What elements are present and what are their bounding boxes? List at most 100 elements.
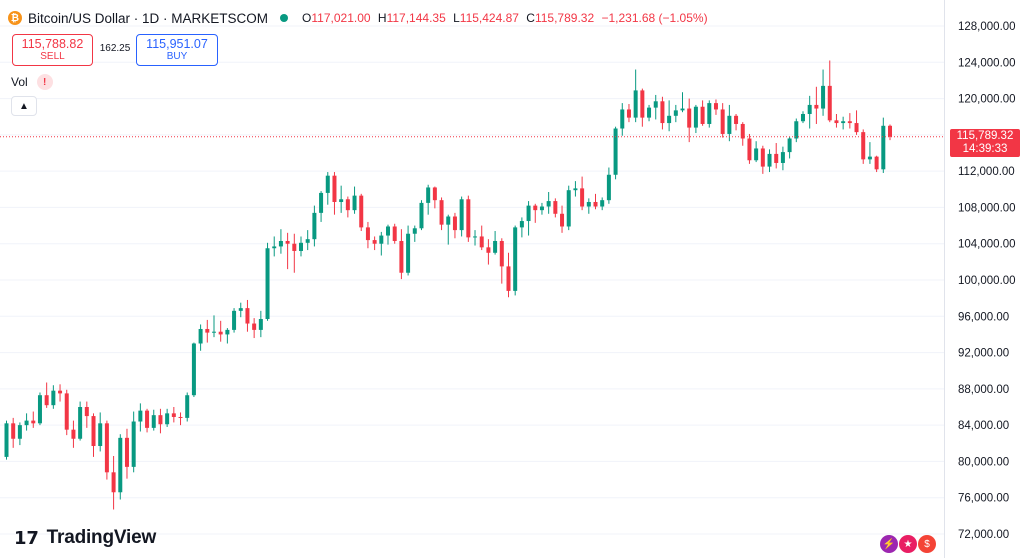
candle-body bbox=[493, 240, 498, 253]
candle-body bbox=[780, 152, 785, 163]
candle-body bbox=[660, 101, 665, 124]
candle-body bbox=[720, 109, 725, 134]
candle-body bbox=[84, 407, 89, 417]
y-tick-label: 120,000.00 bbox=[958, 94, 1016, 106]
candle-body bbox=[439, 200, 444, 225]
ohlc-values: O117,021.00 H117,144.35 L115,424.87 C115… bbox=[302, 11, 708, 25]
candle-body bbox=[305, 239, 310, 243]
corner-badges[interactable]: ⚡ ★ $ bbox=[880, 535, 937, 553]
symbol-title[interactable]: Bitcoin/US Dollar · 1D · MARKETSCOM bbox=[28, 10, 269, 26]
open-label: O bbox=[302, 11, 312, 25]
low-label: L bbox=[453, 11, 460, 25]
candle-body bbox=[339, 199, 344, 202]
candle-body bbox=[78, 407, 83, 439]
candle-body bbox=[486, 247, 491, 253]
candle-body bbox=[412, 228, 417, 234]
candle-body bbox=[680, 108, 685, 111]
volume-legend[interactable]: Vol ! bbox=[11, 74, 53, 90]
us-flag-icon[interactable]: ★ bbox=[899, 535, 917, 553]
candle-body bbox=[874, 156, 879, 170]
last-price-value: 115,789.32 bbox=[956, 130, 1014, 142]
candle-body bbox=[238, 308, 243, 311]
candle-body bbox=[31, 420, 36, 424]
candle-body bbox=[740, 123, 745, 139]
candle-body bbox=[4, 423, 9, 457]
candle-body bbox=[546, 201, 551, 207]
candle-body bbox=[17, 425, 22, 439]
candle-body bbox=[118, 437, 123, 493]
candle-body bbox=[760, 148, 765, 167]
candle-body bbox=[278, 240, 283, 247]
buy-label: BUY bbox=[166, 51, 188, 62]
candle-body bbox=[533, 205, 538, 211]
y-tick-label: 88,000.00 bbox=[958, 384, 1009, 396]
close-value: 115,789.32 bbox=[534, 11, 595, 25]
candle-body bbox=[205, 328, 210, 333]
market-status-dot[interactable] bbox=[280, 14, 289, 22]
candle-body bbox=[319, 192, 324, 213]
candle-body bbox=[847, 121, 852, 124]
candle-body bbox=[285, 240, 290, 244]
candle-body bbox=[198, 328, 203, 344]
candle-body bbox=[191, 343, 196, 396]
candle-body bbox=[399, 240, 404, 273]
candle-body bbox=[620, 109, 625, 129]
candle-body bbox=[446, 216, 451, 225]
candle-body bbox=[58, 390, 63, 394]
candle-body bbox=[767, 153, 772, 167]
candle-body bbox=[479, 236, 484, 248]
candle-body bbox=[365, 227, 370, 241]
candle-body bbox=[613, 128, 618, 175]
y-tick-label: 100,000.00 bbox=[958, 275, 1016, 287]
candle-body bbox=[854, 123, 859, 133]
candle-body bbox=[821, 85, 826, 109]
y-tick-label: 76,000.00 bbox=[958, 493, 1009, 505]
bitcoin-icon: ₿ bbox=[8, 11, 22, 25]
warning-icon[interactable]: ! bbox=[36, 74, 53, 90]
y-tick-label: 104,000.00 bbox=[958, 239, 1016, 251]
candle-body bbox=[171, 413, 176, 417]
candle-body bbox=[814, 104, 819, 109]
candle-body bbox=[586, 201, 591, 207]
candle-body bbox=[673, 110, 678, 116]
candle-body bbox=[432, 187, 437, 201]
candle-body bbox=[252, 323, 257, 330]
candle-body bbox=[265, 248, 270, 320]
collapse-legend-button[interactable]: ▲ bbox=[11, 96, 37, 116]
candle-body bbox=[734, 115, 739, 124]
candle-body bbox=[71, 429, 76, 439]
lightning-icon[interactable]: ⚡ bbox=[880, 535, 898, 553]
candle-body bbox=[881, 125, 886, 170]
candle-body bbox=[861, 132, 866, 160]
candle-body bbox=[841, 121, 846, 124]
candle-body bbox=[800, 113, 805, 122]
candle-countdown: 14:39:33 bbox=[962, 143, 1008, 155]
y-tick-label: 84,000.00 bbox=[958, 420, 1009, 432]
currency-flag-icon[interactable]: $ bbox=[918, 535, 936, 553]
candle-body bbox=[145, 410, 150, 428]
sell-price: 115,788.82 bbox=[21, 37, 84, 51]
candle-body bbox=[292, 243, 297, 251]
candle-body bbox=[138, 410, 143, 422]
candle-body bbox=[258, 319, 263, 330]
candle-body bbox=[747, 138, 752, 161]
candle-body bbox=[151, 415, 156, 428]
y-tick-label: 96,000.00 bbox=[958, 311, 1009, 323]
candle-body bbox=[807, 104, 812, 114]
candle-body bbox=[124, 437, 129, 467]
candle-body bbox=[24, 420, 29, 426]
low-value: 115,424.87 bbox=[459, 11, 519, 25]
candle-body bbox=[867, 156, 872, 160]
tradingview-logo[interactable]: 17 TradingView bbox=[14, 527, 156, 549]
candle-body bbox=[473, 236, 478, 238]
candle-body bbox=[44, 395, 49, 406]
buy-button[interactable]: 115,951.07 BUY bbox=[136, 34, 218, 66]
y-tick-label: 108,000.00 bbox=[958, 202, 1016, 214]
y-tick-label: 124,000.00 bbox=[958, 57, 1016, 69]
candle-body bbox=[211, 331, 216, 333]
last-price-label: 115,789.32 14:39:33 bbox=[950, 129, 1020, 157]
open-value: 117,021.00 bbox=[311, 11, 371, 25]
candle-body bbox=[553, 201, 558, 214]
sell-button[interactable]: 115,788.82 SELL bbox=[12, 34, 93, 66]
